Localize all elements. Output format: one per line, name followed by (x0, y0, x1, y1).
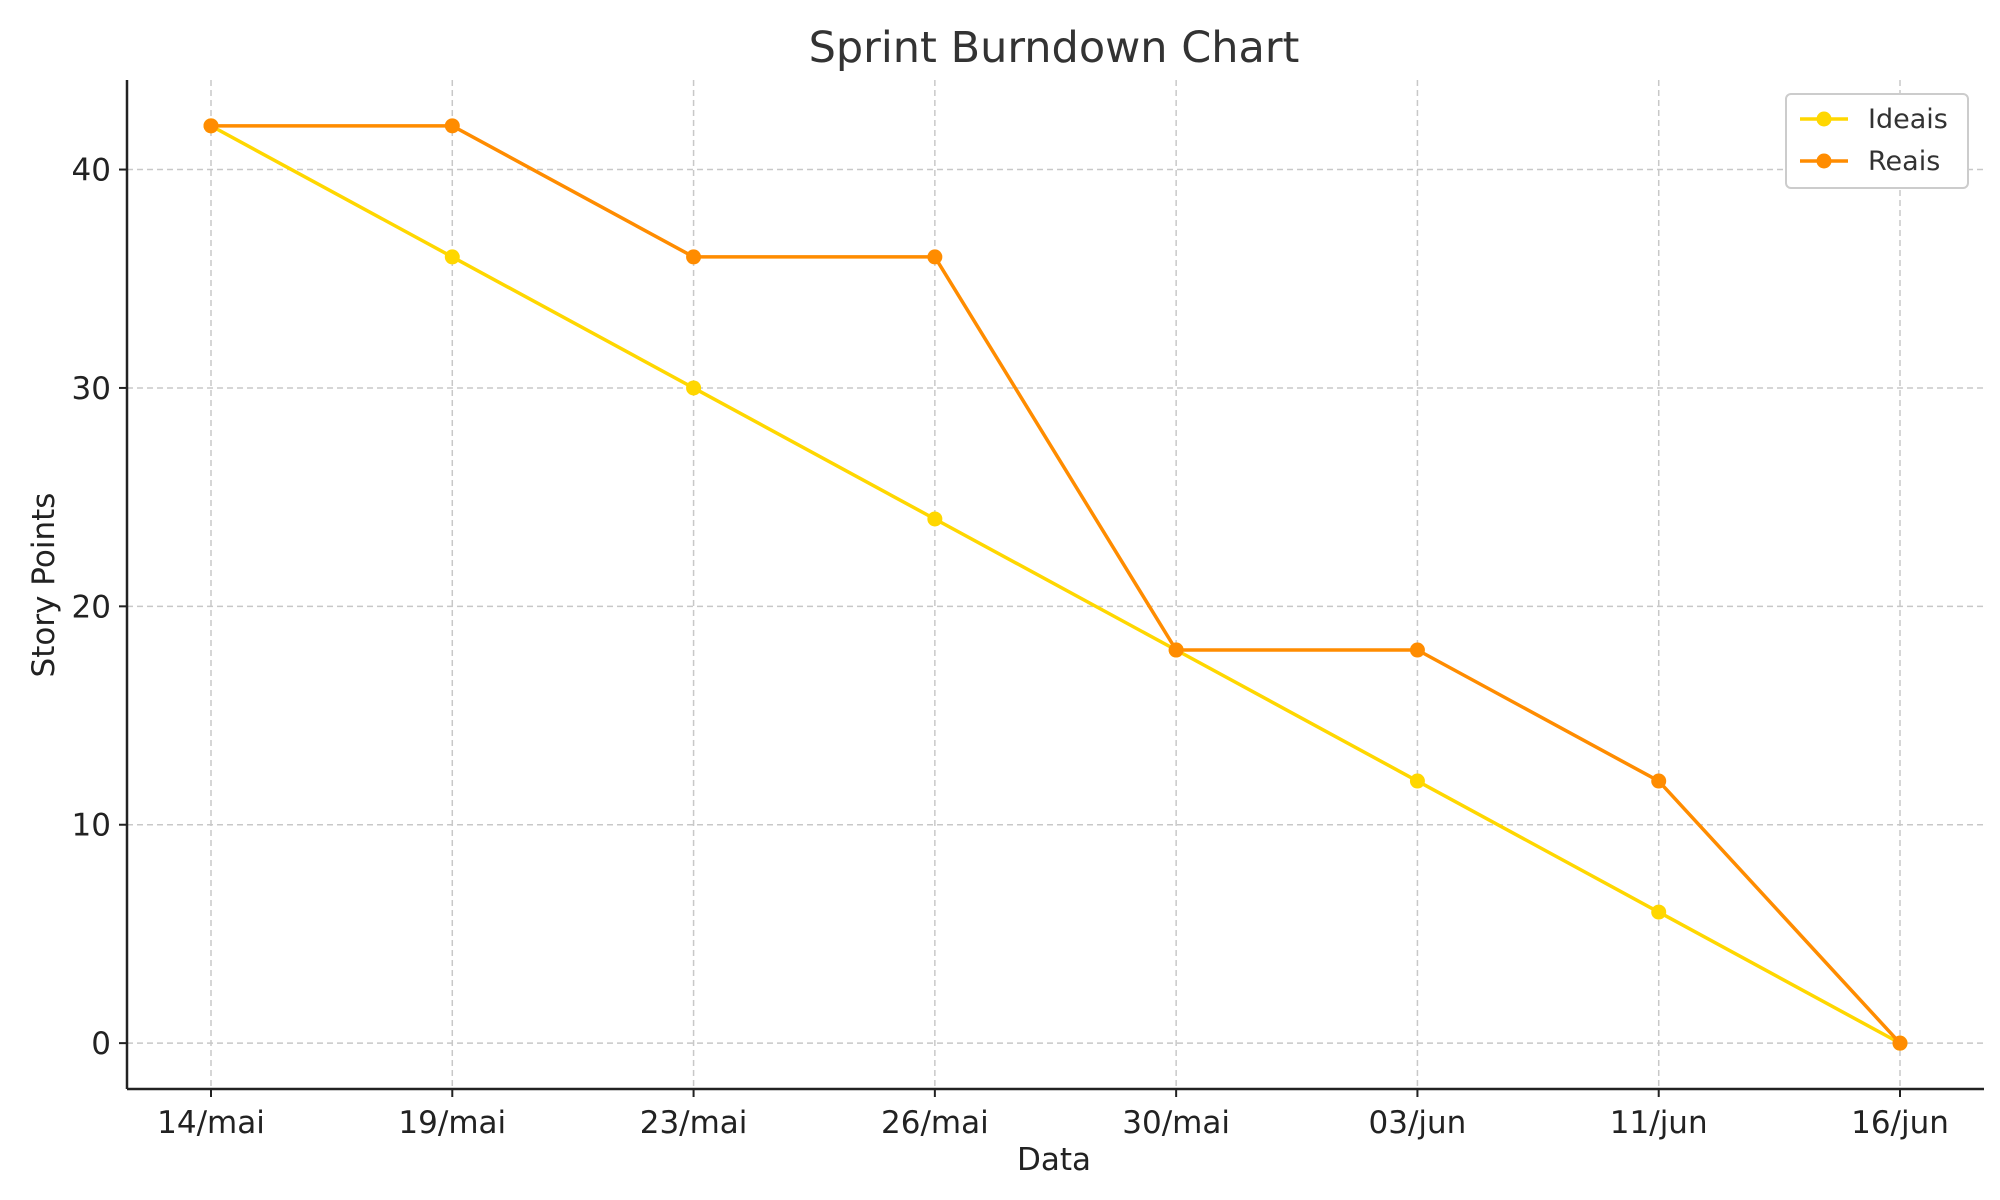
x-axis-label: Data (1017, 1142, 1091, 1178)
x-tick-label: 23/mai (640, 1105, 748, 1141)
chart-title: Sprint Burndown Chart (809, 23, 1300, 73)
x-tick-label: 26/mai (881, 1105, 989, 1141)
data-point-ideais (1409, 773, 1425, 789)
x-tick-label: 14/mai (157, 1105, 265, 1141)
data-point-reais (927, 249, 943, 265)
data-point-reais (444, 118, 460, 134)
legend: Ideais Reais (1785, 93, 1969, 189)
grid-lines (127, 80, 1984, 1089)
series-reais (203, 118, 1908, 1051)
data-point-reais (1892, 1035, 1908, 1051)
y-tick-label: 0 (91, 1026, 111, 1062)
x-tick-label: 19/mai (398, 1105, 506, 1141)
series-ideais (203, 118, 1908, 1051)
legend-label: Reais (1868, 146, 1940, 177)
data-point-reais (203, 118, 219, 134)
data-point-ideais (444, 249, 460, 265)
y-axis-label: Story Points (26, 493, 62, 678)
y-tick-label: 20 (72, 589, 111, 625)
x-tick-label: 11/jun (1610, 1105, 1708, 1141)
data-point-ideais (927, 511, 943, 527)
data-point-ideais (1651, 904, 1667, 920)
legend-item-reais: Reais (1800, 146, 1940, 177)
axes (125, 80, 1984, 1091)
series-line-reais (211, 124, 1902, 1045)
series-line-ideais (210, 124, 1901, 1045)
data-point-reais (1409, 642, 1425, 658)
data-point-reais (1168, 642, 1184, 658)
x-tick-label: 03/jun (1369, 1105, 1467, 1141)
y-tick-label: 40 (72, 153, 111, 189)
y-tick-label: 30 (72, 371, 111, 407)
data-point-reais (686, 249, 702, 265)
y-tick-label: 10 (72, 808, 111, 844)
data-point-ideais (686, 380, 702, 396)
tick-labels: 14/mai 19/mai 23/mai 26/mai 30/mai 03/jun 11/j… (72, 153, 1949, 1141)
x-tick-label: 30/mai (1122, 1105, 1230, 1141)
legend-swatch-marker (1816, 111, 1832, 127)
x-tick-label: 16/jun (1851, 1105, 1949, 1141)
data-point-reais (1651, 773, 1667, 789)
legend-item-ideais: Ideais (1800, 104, 1948, 135)
series-lines (203, 118, 1908, 1051)
legend-swatch-marker (1816, 153, 1832, 169)
legend-label: Ideais (1868, 104, 1948, 135)
